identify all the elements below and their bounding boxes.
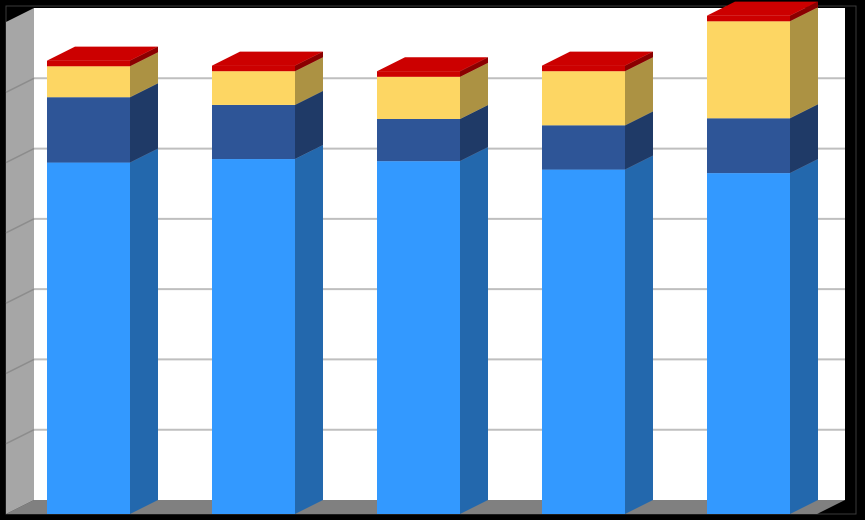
bar-segment-front <box>47 97 130 163</box>
side-wall-gridline <box>5 358 35 375</box>
bar-segment-front <box>212 65 295 72</box>
side-wall-gridline <box>5 218 35 234</box>
bar-segment-side <box>625 155 653 514</box>
bar-segment-side <box>460 62 488 119</box>
bar-segment-side <box>295 90 323 160</box>
bar-segment-side <box>790 7 818 119</box>
bar-segment-front <box>47 162 130 515</box>
bar-segment-side <box>790 1 818 22</box>
bar-segment-front <box>377 76 460 119</box>
bar-segment-front <box>212 71 295 105</box>
bar-segment-side <box>295 51 323 72</box>
bar-segment-front <box>377 161 460 514</box>
bar-segment-side <box>625 57 653 126</box>
bar-segment-front <box>542 125 625 170</box>
bar-top-face <box>377 57 488 72</box>
bar-segment-side <box>460 57 488 77</box>
bar-segment-side <box>460 147 488 514</box>
bar-segment-side <box>130 52 158 98</box>
bar-segment-front <box>377 71 460 77</box>
bar-segment-front <box>707 173 790 514</box>
bar-segment-side <box>130 148 158 515</box>
bar-segment-side <box>130 83 158 163</box>
side-wall-gridline <box>5 147 35 164</box>
bar-segment-front <box>212 104 295 160</box>
bar-segment-side <box>790 104 818 174</box>
bar-segment-front <box>707 21 790 119</box>
side-wall-gridline <box>5 429 35 445</box>
bar-segment-front <box>542 169 625 514</box>
bar-segment-front <box>47 66 130 98</box>
bar-top-face <box>707 1 818 16</box>
bar-top-face <box>47 46 158 61</box>
bar-segment-front <box>212 159 295 515</box>
bar-segment-front <box>707 118 790 174</box>
bar-segment-side <box>790 159 818 514</box>
bar-top-face <box>542 51 653 66</box>
bar-segment-side <box>625 51 653 72</box>
bar-segment-front <box>47 60 130 67</box>
bar-segment-side <box>625 111 653 170</box>
side-wall-gridline <box>5 288 35 304</box>
bar-top-face <box>212 51 323 66</box>
side-wall-gridline <box>5 77 35 93</box>
bar-segment-side <box>295 145 323 515</box>
left-side-wall <box>6 8 34 514</box>
bar-segment-front <box>542 71 625 126</box>
bar-segment-side <box>460 104 488 162</box>
bar-segment-side <box>130 46 158 67</box>
bar-segment-front <box>707 15 790 22</box>
bar-segment-front <box>377 118 460 162</box>
bar-segment-front <box>542 65 625 72</box>
bar-segment-side <box>295 57 323 105</box>
